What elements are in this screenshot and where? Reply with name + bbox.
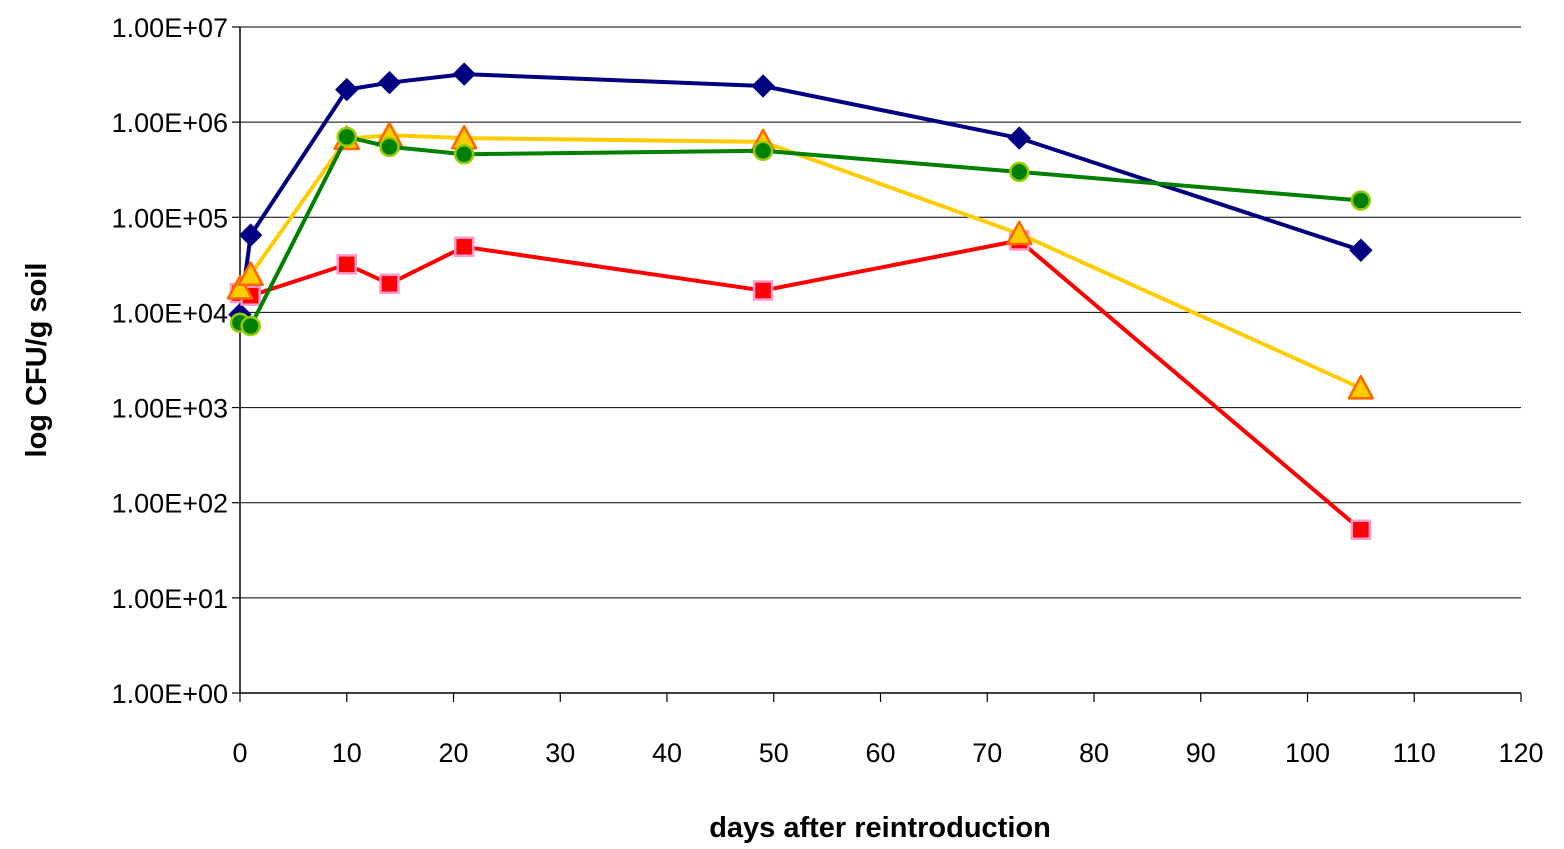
series-1-line bbox=[238, 72, 1362, 315]
data-point-diamond bbox=[377, 70, 402, 95]
series-1 bbox=[228, 62, 1373, 327]
x-tick-label: 50 bbox=[759, 738, 789, 768]
data-point-circle bbox=[1350, 190, 1372, 211]
data-point-circle bbox=[379, 136, 400, 158]
data-point-triangle bbox=[237, 261, 264, 287]
x-tick-label: 90 bbox=[1186, 738, 1216, 768]
series-2-line bbox=[239, 238, 1363, 532]
series-layer bbox=[226, 62, 1375, 540]
data-point-diamond bbox=[238, 223, 263, 247]
data-point-triangle bbox=[226, 274, 254, 300]
tick-labels: 1.00E+00 1.00E+01 1.00E+02 1.00E+03 1.00E+04… bbox=[112, 13, 1544, 768]
data-point-diamond bbox=[1007, 126, 1031, 150]
x-tick-label: 60 bbox=[865, 738, 895, 768]
x-tick-label: 110 bbox=[1393, 738, 1436, 768]
data-point-triangle bbox=[1006, 220, 1033, 246]
data-point-diamond bbox=[335, 77, 359, 102]
x-tick-label: 30 bbox=[545, 738, 575, 768]
y-tick-label: 1.00E+02 bbox=[112, 489, 228, 519]
x-tick-label: 40 bbox=[652, 738, 682, 768]
x-tick-label: 70 bbox=[972, 738, 1002, 768]
data-point-circle bbox=[752, 140, 774, 162]
gridlines bbox=[240, 26, 1521, 599]
x-tick-label: 80 bbox=[1079, 738, 1109, 768]
data-point-square bbox=[379, 273, 400, 295]
series-2 bbox=[229, 230, 1372, 540]
data-point-circle bbox=[240, 315, 261, 337]
data-point-square bbox=[752, 280, 774, 301]
data-point-triangle bbox=[1347, 374, 1375, 400]
y-tick-label: 1.00E+07 bbox=[112, 13, 228, 43]
series-3 bbox=[226, 121, 1375, 400]
series-3-line bbox=[238, 133, 1362, 391]
axes bbox=[232, 26, 1522, 702]
x-axis-title: days after reintroduction bbox=[709, 812, 1051, 844]
data-point-diamond bbox=[452, 62, 476, 86]
x-tick-label: 0 bbox=[232, 738, 247, 768]
data-point-diamond bbox=[751, 74, 775, 98]
y-axis-title: log CFU/g soil bbox=[21, 263, 53, 458]
y-tick-label: 1.00E+00 bbox=[112, 679, 228, 709]
x-tick-label: 120 bbox=[1498, 738, 1543, 768]
y-tick-label: 1.00E+05 bbox=[112, 203, 228, 233]
y-tick-label: 1.00E+06 bbox=[112, 108, 228, 138]
y-tick-label: 1.00E+03 bbox=[112, 394, 228, 424]
data-point-square bbox=[453, 236, 475, 258]
data-point-circle bbox=[336, 126, 357, 148]
series-4 bbox=[229, 126, 1372, 337]
x-tick-label: 10 bbox=[332, 738, 362, 768]
data-point-circle bbox=[1009, 161, 1030, 183]
y-tick-label: 1.00E+01 bbox=[112, 584, 228, 614]
data-point-diamond bbox=[1349, 238, 1373, 262]
data-point-circle bbox=[453, 143, 475, 165]
y-tick-label: 1.00E+04 bbox=[112, 298, 228, 328]
series-4-line bbox=[239, 134, 1362, 328]
data-point-square bbox=[336, 254, 357, 275]
x-tick-label: 100 bbox=[1285, 738, 1330, 768]
data-point-square bbox=[1350, 519, 1372, 540]
x-tick-label: 20 bbox=[438, 738, 468, 768]
